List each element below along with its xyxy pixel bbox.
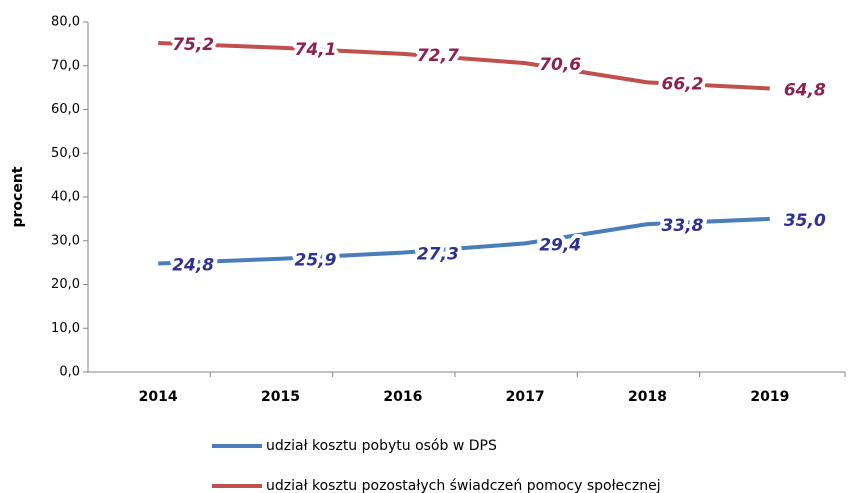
x-tick-label: 2019 [750, 389, 789, 405]
data-label: 75,2 [172, 35, 214, 55]
data-label: 70,6 [539, 55, 581, 75]
x-tick-label: 2018 [628, 389, 667, 405]
y-tick-label: 20,0 [51, 277, 80, 292]
x-tick-label: 2016 [383, 389, 422, 405]
series-line [158, 41, 770, 91]
y-tick-label: 70,0 [51, 58, 80, 73]
data-label: 35,0 [784, 211, 826, 231]
y-tick-label: 40,0 [51, 190, 80, 205]
data-label: 66,2 [662, 74, 704, 94]
legend-label: udział kosztu pobytu osób w DPS [266, 438, 497, 454]
x-tick-label: 2015 [261, 389, 300, 405]
x-tick-label: 2014 [139, 389, 178, 405]
y-tick-label: 0,0 [59, 365, 80, 380]
data-label: 29,4 [539, 235, 581, 255]
data-label: 27,3 [417, 245, 459, 265]
data-label: 64,8 [784, 81, 826, 101]
x-tick-label: 2017 [506, 389, 545, 405]
y-tick-label: 10,0 [51, 321, 80, 336]
data-label: 33,8 [662, 216, 704, 236]
series-line [158, 216, 770, 266]
y-axis-label: procent [10, 166, 26, 227]
y-tick-label: 50,0 [51, 146, 80, 161]
data-label: 25,9 [295, 251, 337, 271]
legend-label: udział kosztu pozostałych świadczeń pomo… [266, 478, 661, 493]
y-tick-label: 30,0 [51, 233, 80, 248]
data-label: 72,7 [417, 46, 459, 66]
data-label: 74,1 [295, 40, 337, 60]
y-tick-label: 60,0 [51, 102, 80, 117]
data-label: 24,8 [172, 256, 214, 276]
y-tick-label: 80,0 [51, 15, 80, 30]
